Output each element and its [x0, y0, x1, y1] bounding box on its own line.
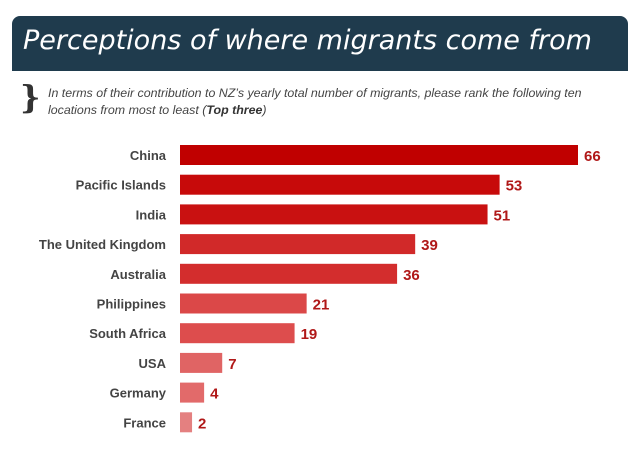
bar-usa	[180, 352, 223, 373]
value-label-australia: 36	[403, 267, 420, 284]
curly-brace-icon: }	[20, 78, 41, 116]
category-label-philippines: Philippines	[97, 297, 166, 312]
value-label-south-africa: 19	[301, 326, 318, 343]
category-label-france: France	[123, 415, 166, 430]
category-label-the-united-kingdom: The United Kingdom	[39, 237, 166, 252]
category-label-australia: Australia	[110, 267, 166, 282]
bar-the-united-kingdom	[180, 234, 416, 255]
bar-india	[180, 204, 488, 225]
value-label-china: 66	[584, 148, 601, 165]
question-text: In terms of their contribution to NZ’s y…	[48, 85, 633, 119]
title-bar: Perceptions of where migrants come from	[12, 16, 628, 71]
value-label-germany: 4	[210, 386, 219, 403]
bar-germany	[180, 382, 205, 403]
bar-pacific-islands	[180, 174, 500, 195]
value-label-the-united-kingdom: 39	[421, 237, 438, 254]
value-label-india: 51	[494, 207, 511, 224]
category-label-south-africa: South Africa	[89, 326, 167, 341]
bar-australia	[180, 263, 398, 284]
bar-china	[180, 145, 578, 165]
category-label-china: China	[130, 148, 167, 163]
question-end: )	[262, 103, 267, 117]
bar-philippines	[180, 293, 307, 314]
category-label-india: India	[136, 207, 167, 222]
category-label-germany: Germany	[110, 386, 167, 401]
value-label-philippines: 21	[313, 297, 330, 314]
question-bold: Top three	[206, 103, 263, 117]
category-label-pacific-islands: Pacific Islands	[76, 178, 166, 193]
category-label-usa: USA	[139, 356, 167, 371]
chart-title: Perceptions of where migrants come from	[23, 25, 592, 56]
bar-south-africa	[180, 323, 295, 344]
value-label-pacific-islands: 53	[506, 178, 523, 195]
question-main: In terms of their contribution to NZ’s y…	[48, 86, 582, 117]
value-label-france: 2	[198, 415, 206, 432]
bar-france	[180, 412, 193, 433]
value-label-usa: 7	[228, 356, 236, 373]
